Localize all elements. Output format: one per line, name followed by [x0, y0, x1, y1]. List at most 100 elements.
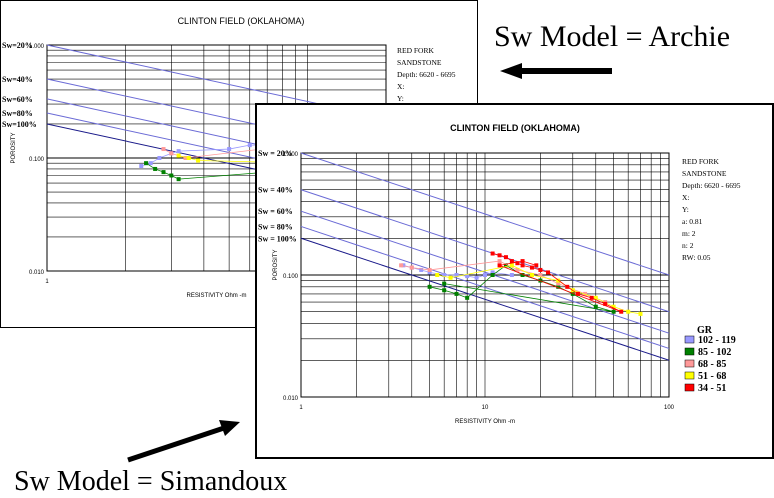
sw-line [300, 237, 670, 361]
data-point [442, 281, 447, 286]
sw-label: Sw = 60% [258, 207, 293, 216]
legend-label: 68 - 85 [698, 359, 726, 370]
data-point [454, 273, 459, 277]
info-line: Depth: 6620 - 6695 [682, 181, 741, 190]
data-point [139, 163, 144, 168]
legend-label: 102 - 119 [698, 335, 736, 346]
legend-title: GR [697, 325, 713, 336]
data-point [546, 270, 551, 275]
data-point [153, 166, 158, 171]
data-point [520, 273, 525, 277]
data-point [509, 259, 514, 264]
data-point [427, 270, 432, 275]
simandoux-chart: CLINTON FIELD (OKLAHOMA) Sw = 20% Sw = 40%… [257, 123, 741, 425]
sw-line [300, 189, 670, 313]
legend-swatch [684, 335, 695, 344]
sw-label: Sw = 40% [258, 186, 293, 195]
sw-line [300, 152, 670, 276]
y-tick-label: 0.100 [29, 157, 45, 163]
data-point [399, 263, 404, 268]
data-point [497, 263, 502, 268]
info-line: Y: [397, 94, 404, 103]
info-line: X: [682, 193, 690, 202]
data-point [490, 251, 495, 256]
data-point [409, 265, 414, 270]
simandoux-arrow [127, 420, 240, 463]
data-point [515, 261, 520, 266]
x-tick-label: 1 [299, 405, 303, 411]
data-point [176, 177, 181, 182]
data-point [169, 151, 174, 156]
chart-title: CLINTON FIELD (OKLAHOMA) [178, 16, 305, 26]
data-point [509, 273, 514, 277]
data-point [529, 265, 534, 270]
data-point [183, 156, 188, 160]
x-tick-label: 1 [45, 279, 49, 285]
data-point [227, 147, 232, 152]
data-point [442, 273, 447, 277]
info-line: n: 2 [682, 241, 694, 250]
data-point [556, 281, 561, 286]
data-point [565, 284, 570, 289]
data-point [427, 267, 432, 272]
data-point [247, 143, 252, 148]
sw-label: Sw=100% [2, 120, 37, 129]
legend-swatch [684, 359, 695, 368]
data-point [176, 153, 181, 158]
info-line: RED FORK [682, 157, 719, 166]
data-point [435, 273, 440, 277]
data-point [538, 267, 543, 272]
data-point [419, 267, 424, 272]
x-axis-label: RESISTIVITY Ohm -m [187, 293, 247, 299]
y-axis-label: POROSITY [11, 132, 17, 163]
data-point [169, 173, 174, 178]
archie-arrow [500, 63, 612, 79]
data-point [529, 273, 534, 277]
info-line: a: 0.81 [682, 217, 703, 226]
data-point [465, 295, 470, 300]
data-point [575, 291, 580, 296]
chart-title: CLINTON FIELD (OKLAHOMA) [450, 123, 580, 133]
info-line: RED FORK [397, 46, 434, 55]
data-point [465, 274, 470, 279]
data-point [509, 263, 514, 268]
data-point [520, 263, 525, 268]
data-point [593, 295, 598, 300]
archie-caption: Sw Model = Archie [494, 20, 731, 53]
data-point [538, 273, 543, 277]
sw-label: Sw=60% [2, 95, 33, 104]
y-tick-label: 0.010 [29, 270, 45, 276]
y-tick-label: 0.010 [283, 396, 299, 402]
sw-label: Sw=20% [2, 41, 33, 50]
legend-swatch [684, 371, 695, 380]
data-point [490, 273, 495, 277]
data-point [556, 278, 561, 283]
sw-label: Sw = 100% [258, 234, 297, 243]
data-point [520, 259, 525, 264]
data-point [534, 263, 539, 268]
sw-label: Sw = 80% [258, 222, 293, 231]
legend-label: 51 - 68 [698, 371, 726, 382]
data-point [515, 267, 520, 272]
y-tick-label: 1.000 [29, 44, 45, 50]
data-point [196, 158, 201, 163]
data-point [611, 304, 616, 309]
data-point [483, 273, 487, 277]
data-point [570, 291, 575, 296]
data-point [490, 270, 495, 275]
info-line: Depth: 6620 - 6695 [397, 70, 456, 79]
data-point [186, 156, 191, 160]
data-point [589, 295, 594, 300]
y-tick-label: 0.100 [283, 274, 299, 280]
data-point [593, 304, 598, 309]
sw-line [300, 210, 670, 334]
data-point [448, 275, 453, 280]
x-tick-label: 100 [664, 405, 675, 411]
data-point [442, 288, 447, 293]
info-line: SANDSTONE [682, 169, 727, 178]
data-point [497, 259, 502, 264]
data-point [454, 291, 459, 296]
data-point [157, 156, 162, 160]
x-axis-label: RESISTIVITY Ohm -m [455, 419, 515, 425]
data-point [503, 263, 508, 268]
